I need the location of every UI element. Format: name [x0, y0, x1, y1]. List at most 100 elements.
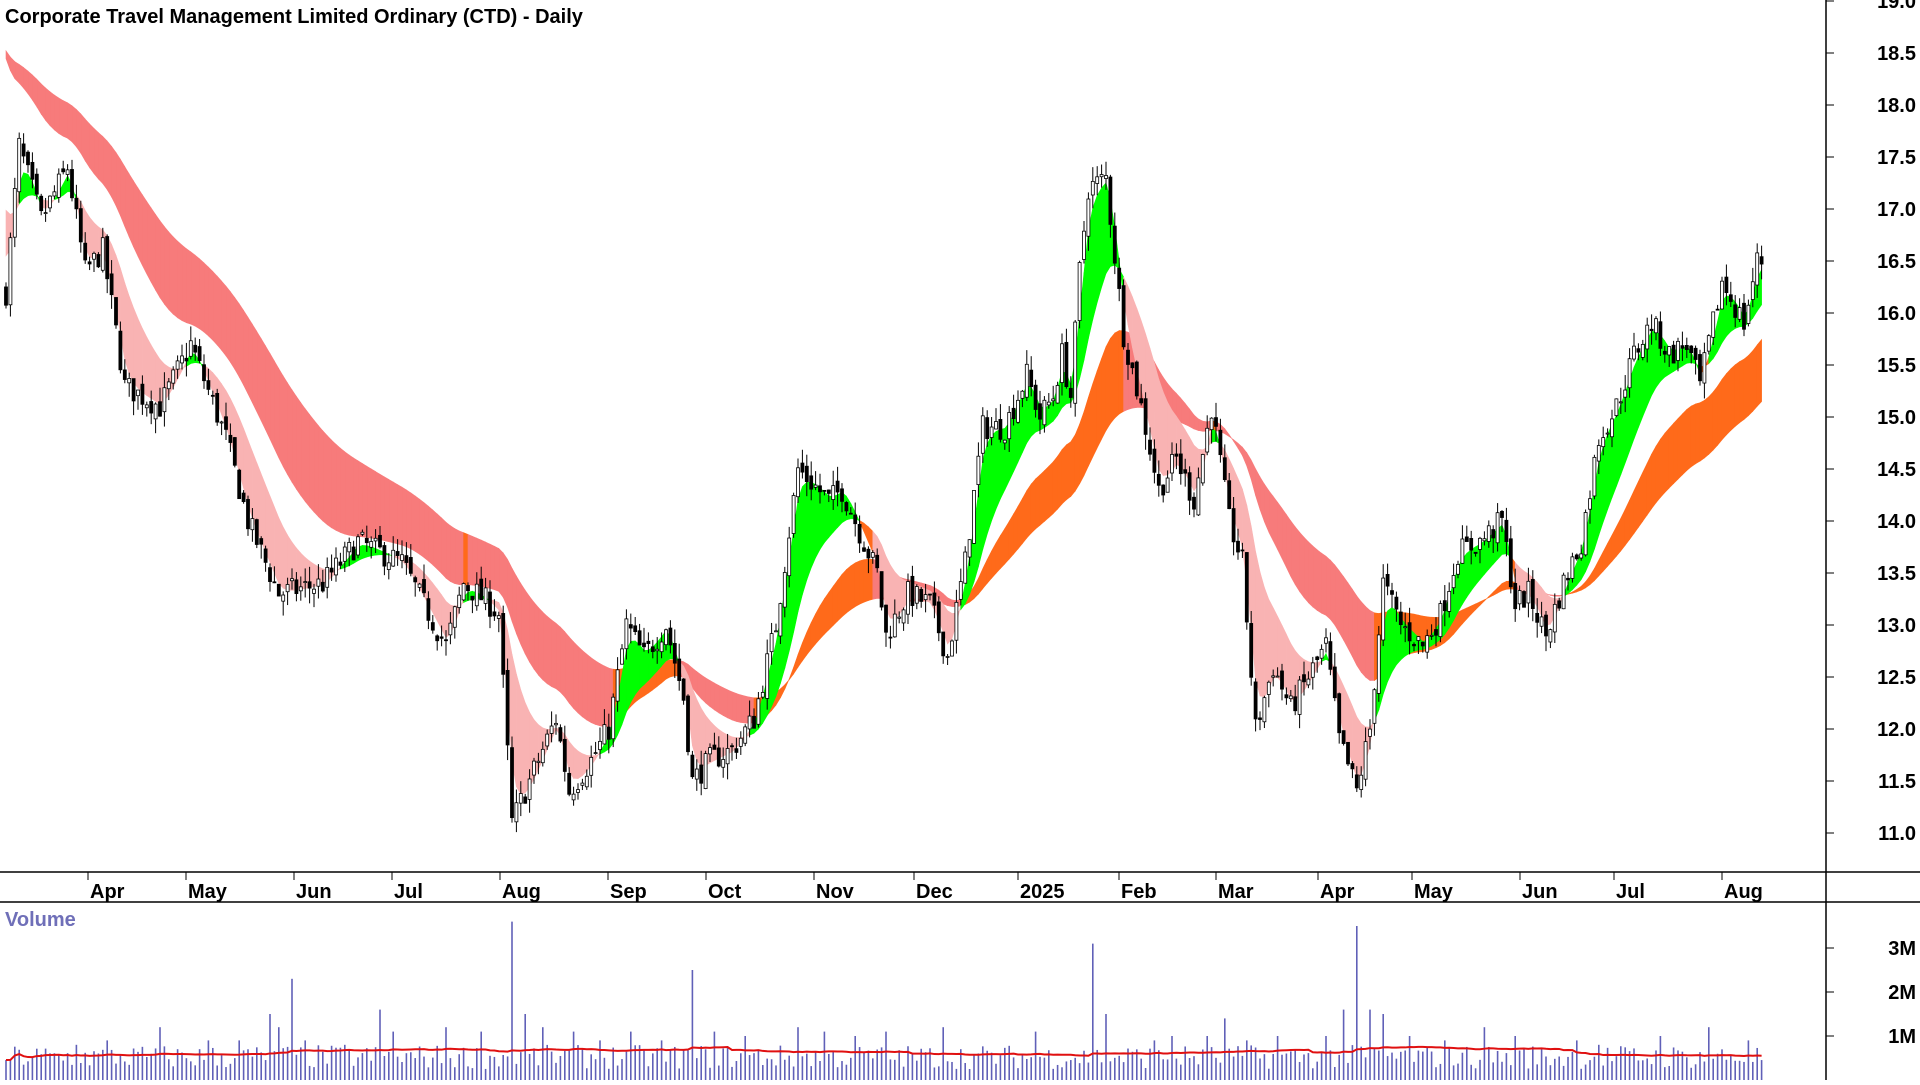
candle-body	[752, 715, 756, 729]
candle-body	[1759, 256, 1764, 265]
long-term-ma-band	[1308, 541, 1314, 608]
candle-body	[1473, 551, 1478, 554]
long-term-ma-band	[76, 108, 82, 155]
y-tick-label: 17.5	[1877, 147, 1916, 169]
long-term-ma-band	[709, 680, 715, 711]
long-term-ma-band	[1756, 338, 1762, 408]
candle-body	[1297, 679, 1302, 715]
long-term-ma-band	[1602, 543, 1608, 572]
candle-body	[1324, 637, 1328, 644]
long-term-ma-band	[494, 545, 500, 592]
short-term-ma-band	[432, 582, 438, 622]
candle-body	[26, 151, 30, 166]
candle-body	[804, 465, 809, 482]
long-term-ma-band	[1642, 463, 1648, 523]
candle-body	[184, 357, 189, 362]
y-tick-label: 14.5	[1877, 459, 1916, 481]
candle-body	[540, 748, 545, 764]
y-tick-label: 19.0	[1877, 0, 1916, 13]
long-term-ma-band	[854, 560, 860, 608]
candle-body	[809, 475, 814, 490]
candle-body	[708, 747, 712, 755]
short-term-ma-band	[133, 307, 139, 389]
long-term-ma-band	[362, 463, 368, 538]
candle-body	[114, 297, 118, 326]
volume-pane: 1M 2M 3M	[5, 921, 1916, 1080]
long-term-ma-band	[1356, 595, 1362, 674]
candle-body	[413, 577, 418, 583]
long-term-ma-band	[1114, 330, 1120, 419]
candle-body	[1412, 643, 1416, 647]
long-term-ma-band	[863, 558, 869, 603]
long-term-ma-band	[815, 604, 821, 645]
candle-body	[1139, 398, 1144, 404]
short-term-ma-band	[124, 282, 130, 375]
candle-body	[1108, 176, 1113, 225]
candle-body	[188, 340, 193, 357]
short-term-ma-band	[802, 481, 808, 595]
candle-body	[769, 633, 774, 653]
x-tick-label: Feb	[1121, 881, 1157, 903]
candle-body	[1649, 328, 1654, 332]
long-term-ma-band	[133, 180, 139, 257]
long-term-ma-band	[1690, 403, 1696, 468]
short-term-ma-band	[982, 443, 988, 550]
short-term-ma-band	[868, 526, 874, 553]
candle-body	[1398, 611, 1403, 626]
candle-body	[351, 546, 356, 561]
long-term-ma-band	[1655, 438, 1661, 504]
long-term-ma-band	[168, 231, 174, 315]
long-term-ma-band	[1594, 560, 1600, 582]
candle-body	[219, 421, 224, 424]
long-term-ma-band	[230, 290, 236, 371]
long-term-ma-band	[1492, 587, 1498, 596]
long-term-ma-band	[700, 674, 706, 704]
candle-body	[1187, 472, 1192, 501]
y-tick-label: 13.5	[1877, 563, 1916, 585]
candle-body	[342, 546, 347, 562]
long-term-ma-band	[498, 547, 504, 599]
long-term-ma-band	[797, 642, 803, 669]
long-term-ma-band	[1717, 378, 1723, 446]
candle-body	[1539, 616, 1544, 627]
candle-body	[1099, 174, 1104, 178]
short-term-ma-band	[1259, 571, 1265, 698]
long-term-ma-band	[467, 534, 473, 586]
candle-body	[312, 588, 316, 594]
short-term-ma-band	[806, 481, 812, 581]
candle-body	[259, 538, 264, 545]
long-term-ma-band	[124, 165, 130, 238]
candle-body	[1460, 538, 1465, 564]
candle-body	[241, 492, 246, 503]
candle-body	[1082, 230, 1086, 260]
short-term-ma-band	[1162, 391, 1168, 476]
candle-body	[1156, 473, 1161, 486]
long-term-ma-band	[45, 87, 51, 127]
long-term-ma-band	[1092, 370, 1098, 458]
candle-body	[1271, 675, 1276, 678]
long-term-ma-band	[1651, 445, 1657, 510]
candle-body	[1500, 510, 1504, 518]
candle-body	[1662, 350, 1667, 355]
candle-body	[1535, 612, 1540, 623]
candle-body	[1086, 198, 1091, 237]
candle-body	[976, 455, 981, 485]
long-term-ma-band	[1554, 595, 1560, 597]
short-term-ma-band	[287, 534, 293, 591]
short-term-ma-band	[991, 430, 997, 521]
short-term-ma-band	[150, 344, 156, 402]
candle-body	[1024, 363, 1029, 398]
candle-body	[325, 566, 330, 588]
long-term-ma-band	[577, 645, 583, 718]
short-term-ma-band	[282, 527, 288, 591]
short-term-ma-band	[362, 545, 368, 559]
candle-body	[373, 537, 378, 542]
long-term-ma-band	[1110, 332, 1116, 425]
short-term-ma-band	[1092, 195, 1098, 320]
long-term-ma-band	[1479, 599, 1485, 606]
long-term-ma-band	[10, 56, 16, 79]
x-tick-label: Jun	[1522, 881, 1558, 903]
long-term-ma-band	[1052, 455, 1058, 515]
long-term-ma-band	[582, 649, 588, 721]
long-term-ma-band	[40, 83, 46, 122]
